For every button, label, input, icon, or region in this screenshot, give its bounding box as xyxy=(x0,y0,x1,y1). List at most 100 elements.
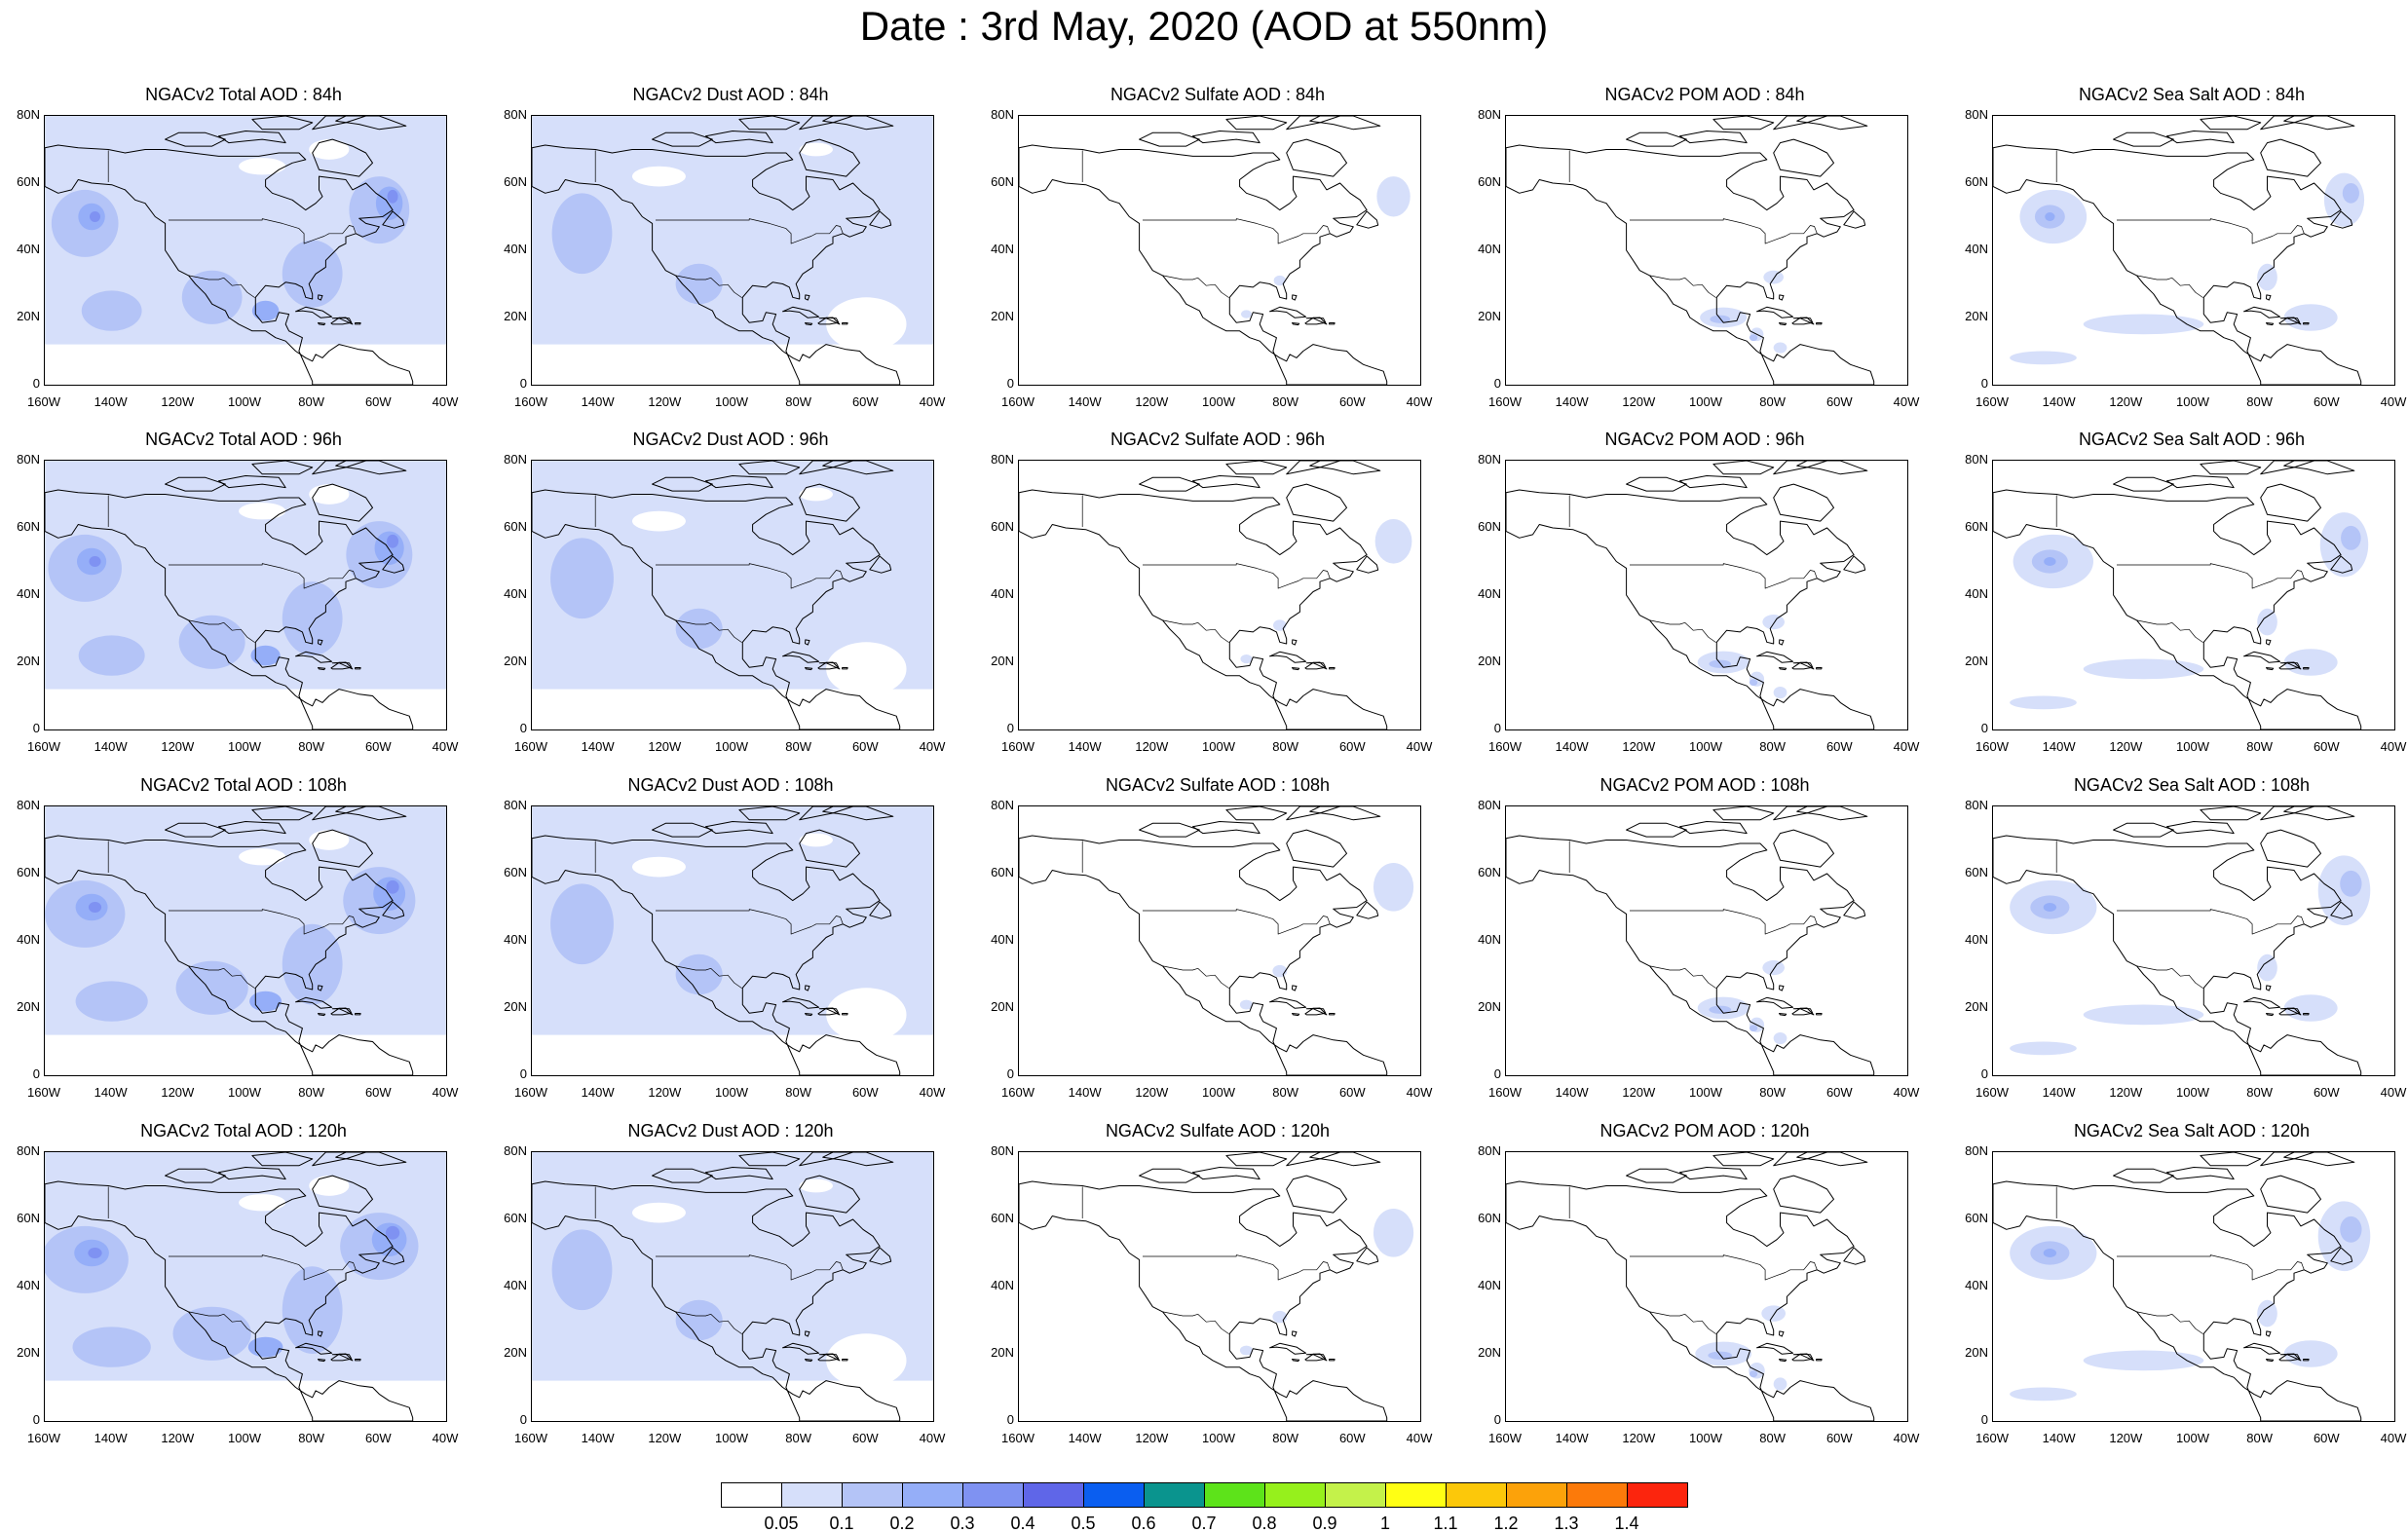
lon-tick-label: 160W xyxy=(1975,1431,2009,1445)
coastline xyxy=(312,806,367,821)
coastline xyxy=(782,651,820,663)
lon-tick-label: 160W xyxy=(514,739,547,754)
lon-tick-label: 40W xyxy=(2380,739,2407,754)
lon-tick-label: 60W xyxy=(2313,394,2340,409)
colorbar-swatch xyxy=(842,1482,903,1508)
aod-field xyxy=(1239,1345,1254,1356)
coastline xyxy=(2266,322,2275,326)
coastline xyxy=(1305,317,1328,325)
aod-field xyxy=(2045,212,2055,221)
lat-tick-label: 0 xyxy=(1006,1412,1014,1427)
lon-tick-label: 120W xyxy=(1135,394,1169,409)
coastline xyxy=(165,822,226,838)
aod-field xyxy=(2283,649,2338,676)
lat-tick-label: 80N xyxy=(991,1143,1014,1158)
coastline xyxy=(799,1175,860,1214)
coastline xyxy=(822,116,894,131)
aod-field xyxy=(78,635,145,676)
country-border xyxy=(1630,563,1818,589)
map-panel: NGACv2 Sea Salt AOD : 96h 80N 60N 40N 20N 0 16… xyxy=(1948,429,2408,774)
lon-tick-label: 160W xyxy=(1488,1431,1522,1445)
coastline xyxy=(331,1007,354,1016)
coastline xyxy=(1192,131,1260,144)
lon-tick-label: 160W xyxy=(1001,394,1035,409)
lat-tick-label: 80N xyxy=(504,798,527,812)
aod-field xyxy=(239,1194,286,1212)
aod-field xyxy=(2257,608,2277,636)
colorbar-swatch xyxy=(1083,1482,1145,1508)
aod-field xyxy=(282,1266,343,1354)
coastline xyxy=(1779,322,1787,326)
aod-field xyxy=(632,856,686,878)
lat-tick-label: 60N xyxy=(1965,174,1988,189)
coastline xyxy=(1779,639,1785,646)
aod-field xyxy=(72,1327,151,1367)
lon-tick-label: 160W xyxy=(27,739,60,754)
colorbar-swatch xyxy=(1264,1482,1326,1508)
lon-tick-label: 40W xyxy=(1406,394,1433,409)
colorbar-label: 0.7 xyxy=(1191,1514,1217,1533)
map-plot-area xyxy=(44,460,447,730)
coastline xyxy=(318,1013,326,1017)
colorbar-label: 0.9 xyxy=(1312,1514,1337,1533)
coastline xyxy=(2266,667,2275,671)
coastline xyxy=(318,639,323,646)
coastline xyxy=(331,661,354,670)
lon-tick-label: 100W xyxy=(2176,1431,2209,1445)
lat-tick-label: 80N xyxy=(1965,452,1988,467)
lat-tick-label: 40N xyxy=(1478,242,1501,256)
lat-tick-label: 80N xyxy=(504,452,527,467)
lat-tick-label: 80N xyxy=(991,452,1014,467)
coastline xyxy=(1269,651,1307,663)
lat-tick-label: 60N xyxy=(17,1211,40,1225)
lon-tick-label: 140W xyxy=(94,394,128,409)
lon-tick-label: 120W xyxy=(1622,1085,1656,1100)
coastline xyxy=(2200,806,2262,821)
country-border xyxy=(675,619,742,643)
coastline xyxy=(382,210,405,229)
country-border xyxy=(656,218,844,244)
coastline xyxy=(1309,806,1381,821)
map-panel: NGACv2 Sea Salt AOD : 120h 80N 60N 40N 20N 0 1… xyxy=(1948,1120,2408,1466)
aod-field xyxy=(1373,862,1414,912)
lat-tick-label: 60N xyxy=(991,865,1014,879)
country-border xyxy=(1162,619,1229,643)
coastline xyxy=(652,822,713,838)
map-panel: NGACv2 Dust AOD : 120h 80N 60N 40N 20N 0 160W 1… xyxy=(487,1120,974,1466)
map-plot-area xyxy=(44,805,447,1076)
lon-tick-label: 140W xyxy=(1555,1085,1589,1100)
lat-tick-label: 40N xyxy=(17,932,40,947)
lat-tick-label: 60N xyxy=(504,174,527,189)
country-border xyxy=(656,563,844,589)
aod-field xyxy=(1773,1377,1787,1391)
coastline xyxy=(251,806,314,821)
coastline xyxy=(318,667,326,671)
lon-tick-label: 120W xyxy=(2109,394,2143,409)
lat-tick-label: 0 xyxy=(1006,1066,1014,1081)
panel-title: NGACv2 Sulfate AOD : 108h xyxy=(1105,775,1331,795)
aod-field xyxy=(799,1178,833,1193)
aod-field xyxy=(387,534,399,548)
coastline xyxy=(869,210,892,229)
country-border xyxy=(2136,965,2203,989)
lon-tick-label: 100W xyxy=(1202,394,1235,409)
coastline xyxy=(2266,639,2272,646)
map-panel: NGACv2 Dust AOD : 96h 80N 60N 40N 20N 0 160W 14… xyxy=(487,429,974,774)
aod-field xyxy=(282,240,343,308)
lat-tick-label: 0 xyxy=(1493,1412,1501,1427)
lon-tick-label: 80W xyxy=(298,1431,325,1445)
map-panel: NGACv2 Sulfate AOD : 84h 80N 60N 40N 20N 0 160… xyxy=(974,84,1461,430)
lon-tick-label: 140W xyxy=(2042,739,2076,754)
lon-tick-label: 160W xyxy=(1488,739,1522,754)
lon-tick-label: 160W xyxy=(1488,394,1522,409)
lat-tick-label: 40N xyxy=(1965,932,1988,947)
aod-field xyxy=(90,210,100,223)
lat-tick-label: 40N xyxy=(1965,1278,1988,1292)
lon-tick-label: 140W xyxy=(2042,394,2076,409)
lon-tick-label: 140W xyxy=(2042,1085,2076,1100)
coastline xyxy=(2330,901,2353,919)
coastline xyxy=(218,475,286,489)
coastline xyxy=(1816,1359,1823,1362)
lat-tick-label: 0 xyxy=(32,721,40,735)
panel-title: NGACv2 Sea Salt AOD : 120h xyxy=(2073,1121,2311,1140)
